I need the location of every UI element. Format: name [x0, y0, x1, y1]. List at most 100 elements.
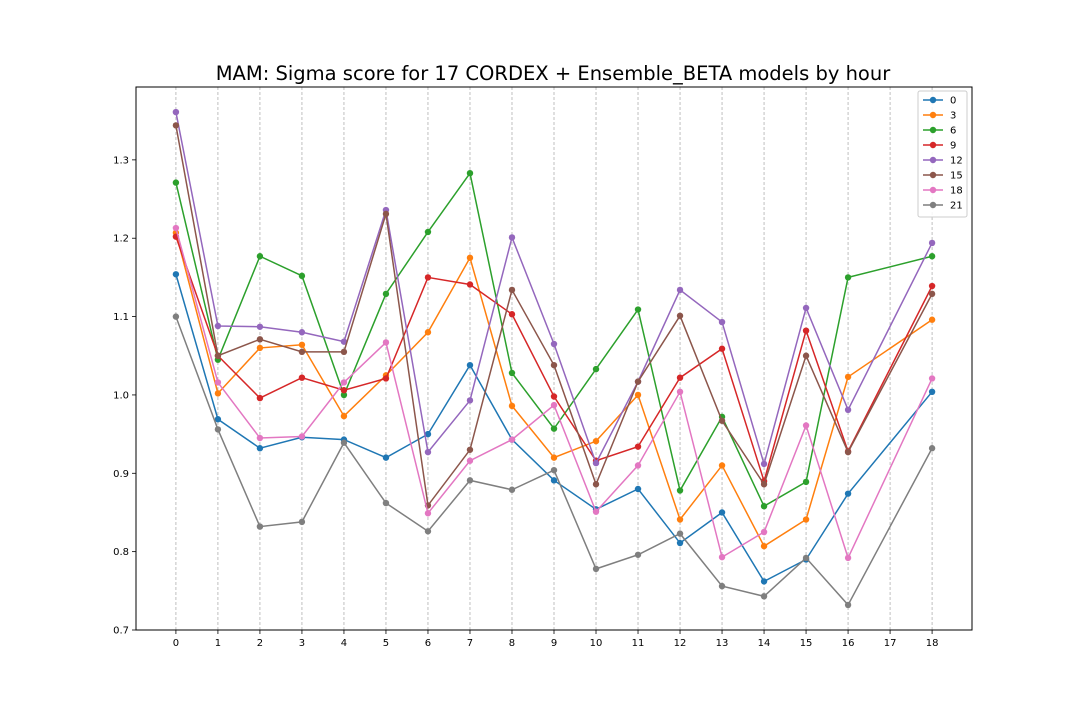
data-point: [298, 348, 306, 356]
data-point: [634, 462, 642, 469]
data-point: [844, 490, 852, 497]
data-point: [298, 329, 306, 336]
legend-label: 18: [950, 186, 963, 197]
series-15: [172, 122, 936, 509]
data-point: [760, 502, 768, 510]
x-tick-label: 9: [551, 638, 557, 649]
legend-swatch-marker: [929, 111, 937, 119]
data-point: [592, 481, 600, 488]
data-point: [298, 433, 306, 440]
y-tick-label: 1.0: [113, 390, 129, 401]
data-point: [634, 485, 642, 493]
data-point: [550, 393, 558, 400]
data-point: [466, 361, 474, 369]
data-point: [256, 445, 264, 452]
x-tick-label: 8: [509, 638, 515, 649]
data-point: [634, 378, 642, 385]
data-point: [634, 551, 642, 558]
data-point: [592, 565, 600, 573]
data-point: [172, 313, 180, 320]
legend-item: 9: [923, 141, 956, 152]
legend-label: 0: [950, 96, 956, 107]
legend-item: 15: [923, 171, 963, 182]
series-21: [172, 313, 936, 609]
data-point: [424, 510, 432, 517]
data-point: [214, 352, 222, 359]
data-point: [676, 516, 684, 523]
x-tick-label: 13: [716, 638, 729, 649]
data-point: [760, 578, 768, 585]
legend-item: 0: [923, 96, 956, 107]
legend-label: 15: [950, 171, 963, 182]
data-point: [172, 108, 180, 116]
data-point: [844, 601, 852, 609]
data-point: [424, 528, 432, 535]
data-point: [676, 312, 684, 319]
data-point: [466, 446, 474, 453]
data-point: [298, 341, 306, 348]
data-point: [256, 336, 264, 343]
legend-swatch-marker: [929, 201, 937, 209]
data-point: [172, 122, 180, 129]
grid-lines: [175, 87, 933, 630]
y-tick-label: 1.1: [113, 312, 129, 323]
legend-label: 9: [950, 141, 956, 152]
data-point: [676, 388, 684, 396]
x-tick-label: 14: [758, 638, 771, 649]
data-point: [928, 253, 936, 260]
data-point: [466, 397, 474, 404]
legend-swatch-marker: [929, 126, 937, 134]
legend-box: [917, 90, 968, 218]
data-point: [508, 486, 516, 493]
data-point: [928, 290, 936, 298]
series-18: [172, 224, 936, 562]
data-point: [802, 516, 810, 523]
data-point: [802, 327, 810, 334]
x-tick-label: 3: [299, 638, 305, 649]
data-point: [550, 466, 558, 474]
data-point: [298, 272, 306, 280]
x-tick-label: 0: [173, 638, 179, 649]
legend-item: 18: [923, 186, 963, 197]
data-point: [256, 523, 264, 530]
data-point: [844, 274, 852, 281]
legend-item: 6: [923, 126, 956, 137]
data-point: [676, 487, 684, 494]
y-tick-label: 1.2: [113, 234, 129, 245]
x-tick-label: 16: [842, 638, 855, 649]
legend-item: 3: [923, 111, 956, 122]
data-point: [550, 454, 558, 461]
data-point: [928, 388, 936, 396]
data-point: [508, 369, 516, 377]
y-tick-label: 1.3: [113, 155, 129, 166]
data-point: [550, 401, 558, 409]
series-line: [175, 111, 933, 467]
data-point: [718, 553, 726, 561]
legend-label: 21: [950, 201, 963, 212]
legend: 0 3 6 9 12 15 18 21: [917, 90, 968, 218]
x-tick-label: 15: [800, 638, 813, 649]
data-point: [760, 528, 768, 536]
series-line: [175, 236, 933, 484]
data-point: [676, 286, 684, 294]
data-point: [382, 499, 390, 507]
series-line: [175, 274, 933, 583]
data-point: [298, 374, 306, 381]
data-point: [718, 417, 726, 424]
data-point: [172, 179, 180, 186]
data-point: [340, 338, 348, 345]
data-point: [592, 437, 600, 445]
data-point: [340, 439, 348, 446]
data-point: [550, 425, 558, 432]
y-tick-label: 0.7: [113, 626, 129, 637]
data-point: [382, 339, 390, 346]
y-tick-label: 0.8: [113, 547, 129, 558]
x-tick-label: 6: [425, 638, 431, 649]
data-point: [928, 375, 936, 382]
data-point: [382, 375, 390, 382]
series-lines: [172, 108, 936, 609]
legend-label: 12: [950, 156, 963, 167]
data-point: [802, 478, 810, 486]
data-point: [298, 518, 306, 526]
data-point: [802, 422, 810, 429]
